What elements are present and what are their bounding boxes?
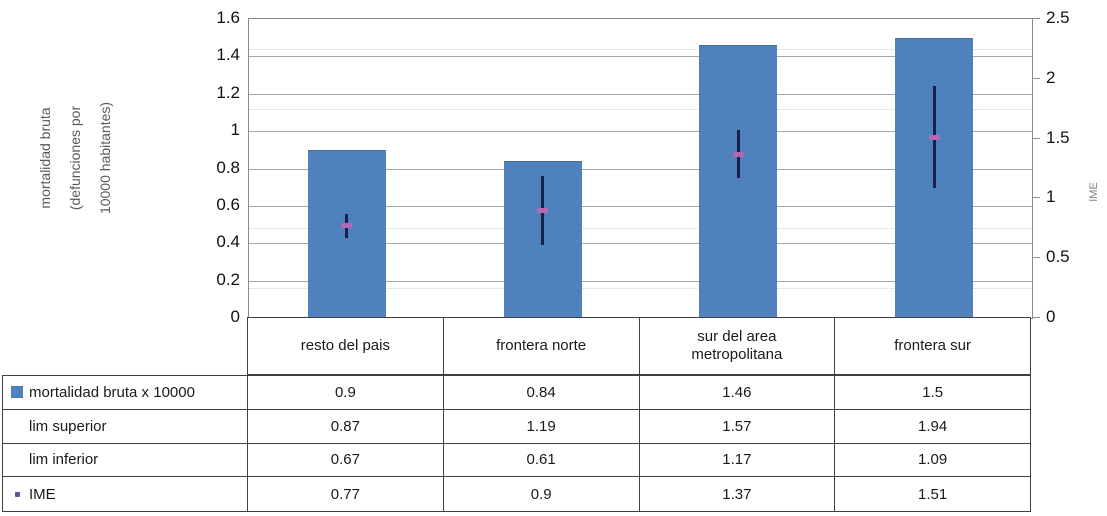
minor-gridline — [249, 108, 1032, 110]
left-axis-tick: 0.6 — [216, 194, 240, 214]
table-value-cell: 0.9 — [248, 376, 444, 409]
left-axis-tick: 0.8 — [216, 157, 240, 177]
table-value-cell: 0.61 — [444, 443, 640, 477]
table-row: mortalidad bruta x 10000 0.9 0.84 1.46 1.5 — [3, 376, 1030, 410]
row-label-text: lim inferior — [29, 451, 99, 469]
table-value-cell: 1.19 — [444, 409, 640, 443]
plot-area — [248, 18, 1033, 319]
right-axis-tickmark — [1032, 137, 1040, 139]
table-row: lim inferior 0.67 0.61 1.17 1.09 — [3, 443, 1030, 478]
table-value-cell: 1.17 — [640, 443, 836, 477]
left-axis-tick: 0 — [230, 307, 240, 326]
category-header-row: resto del pais frontera norte sur del area… — [247, 317, 1031, 375]
ime-marker-dot-icon — [15, 491, 20, 497]
major-gridline — [249, 205, 1032, 207]
category-label: resto del pais — [248, 318, 444, 374]
ime-marker-0 — [341, 223, 353, 229]
major-gridline — [249, 168, 1032, 170]
table-value-cell: 1.94 — [918, 417, 948, 435]
right-axis-tickmark — [1032, 18, 1040, 19]
row-label: IME — [3, 477, 248, 512]
right-axis-tick: 1.5 — [1046, 127, 1070, 147]
major-gridline — [249, 56, 1032, 58]
table-row: IME 0.77 0.9 1.37 1.51 — [3, 477, 1030, 512]
table-row: lim superior 0.87 1.19 1.57 1.94 — [3, 409, 1030, 444]
left-axis-tick: 1.6 — [216, 8, 240, 27]
table-value-cell: 0.87 — [248, 409, 444, 443]
left-axis-tick: 0.2 — [216, 269, 240, 289]
row-label: mortalidad bruta x 10000 — [3, 376, 248, 409]
table-value-cell: 0.67 — [248, 443, 444, 477]
major-gridline — [249, 280, 1032, 282]
category-label: sur del area metropolitana — [639, 318, 836, 374]
right-axis-tick: 0 — [1046, 307, 1056, 326]
right-axis-tickmark — [1032, 257, 1040, 259]
right-axis-tickmark — [1032, 77, 1040, 79]
right-axis-tickmark — [1032, 197, 1040, 199]
right-axis-tick: 0.5 — [1046, 247, 1070, 267]
table-value-cell: 0.84 — [444, 376, 640, 409]
left-axis-title: mortalidad bruta (defunciones por 10000 … — [30, 53, 120, 263]
major-gridline — [249, 93, 1032, 95]
table-value-cell: 1.5 — [922, 383, 944, 401]
row-label: lim superior — [3, 409, 248, 443]
left-axis-tick: 1.4 — [216, 45, 240, 65]
left-axis-title-line: (defunciones por — [67, 105, 83, 211]
data-table: mortalidad bruta x 10000 0.9 0.84 1.46 1.5 li… — [2, 375, 1031, 513]
ime-marker-2 — [732, 151, 744, 157]
right-axis-tick: 2 — [1046, 67, 1056, 87]
row-label-text: IME — [29, 485, 56, 503]
ime-marker-3 — [928, 134, 940, 140]
minor-gridline — [249, 48, 1032, 50]
bar-series-swatch-icon — [11, 386, 23, 399]
left-axis-tick: 1.2 — [216, 82, 240, 102]
table-value-cell: 1.46 — [640, 376, 836, 409]
major-gridline — [249, 243, 1032, 245]
table-value-cell: 1.37 — [640, 477, 836, 512]
right-axis-tick: 2.5 — [1046, 8, 1070, 27]
table-value-cell: 1.51 — [918, 485, 948, 503]
right-axis-tickmark — [1032, 317, 1040, 318]
ime-marker-1 — [537, 207, 549, 213]
minor-gridline — [249, 288, 1032, 290]
minor-gridline — [249, 228, 1032, 230]
category-label: frontera norte — [443, 318, 640, 374]
table-value-cell: 0.77 — [248, 477, 444, 512]
left-axis-tick: 0.4 — [216, 232, 240, 252]
left-axis-tick: 1 — [230, 120, 240, 140]
row-label-text: lim superior — [29, 417, 107, 435]
bar-2 — [699, 45, 778, 319]
table-value-cell: 0.9 — [444, 477, 640, 512]
right-axis-tick: 1 — [1046, 187, 1056, 207]
row-label: lim inferior — [3, 443, 248, 477]
table-value-cell: 1.09 — [918, 451, 948, 469]
table-value-cell: 1.57 — [640, 409, 836, 443]
category-label: frontera sur — [835, 318, 1030, 374]
major-gridline — [249, 131, 1032, 133]
row-label-text: mortalidad bruta x 10000 — [29, 383, 195, 401]
left-axis-title-line: 10000 habitantes) — [97, 101, 113, 215]
left-axis-title-line: mortalidad bruta — [37, 107, 53, 209]
